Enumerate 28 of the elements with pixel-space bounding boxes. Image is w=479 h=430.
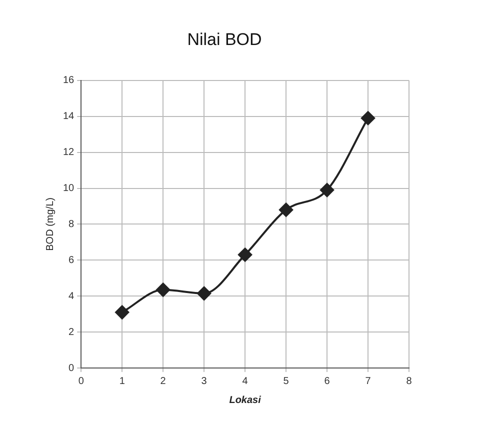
point (320, 183, 334, 198)
y-tick-label: 2 (68, 326, 75, 338)
x-tick-label: 5 (283, 376, 290, 387)
x-axis-title: Lokasi (229, 394, 262, 406)
y-tick-label: 4 (68, 290, 75, 302)
x-tick-label: 3 (201, 376, 208, 387)
x-tick-label: 7 (365, 376, 372, 387)
y-axis-title: BOD (mg/L) (44, 198, 56, 251)
x-tick-label: 4 (242, 376, 248, 387)
point (361, 111, 376, 126)
x-tick-label: 6 (324, 376, 330, 387)
y-tick-label: 8 (68, 218, 75, 230)
point (279, 202, 294, 217)
point (197, 286, 212, 300)
x-tick-label: 8 (406, 376, 412, 387)
y-tick-label: 12 (63, 147, 75, 158)
chart-title: Nilai BOD (187, 30, 262, 49)
x-tick-label: 0 (78, 376, 84, 387)
y-tick-label: 0 (68, 362, 75, 374)
point (238, 248, 252, 262)
x-tick-label: 2 (160, 376, 166, 387)
point (115, 305, 130, 320)
y-tick-label: 6 (68, 254, 75, 266)
y-tick-label: 10 (63, 183, 75, 194)
point (156, 282, 170, 297)
y-tick-label: 16 (63, 75, 75, 86)
x-tick-label: 1 (119, 376, 126, 387)
y-tick-label: 14 (63, 111, 75, 122)
